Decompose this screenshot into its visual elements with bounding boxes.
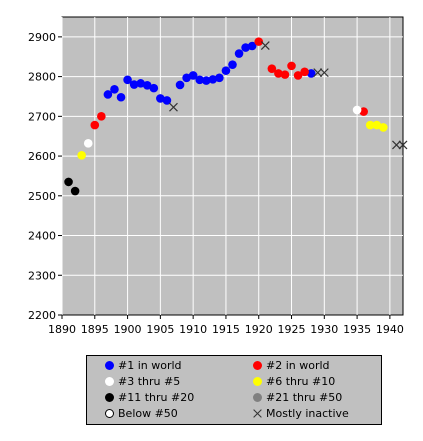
x-tick-label: 1915 <box>212 323 240 336</box>
data-point <box>90 120 100 130</box>
x-tick-label: 1920 <box>245 323 273 336</box>
blue-dot-icon <box>105 361 114 370</box>
data-point <box>234 49 244 58</box>
data-point <box>215 73 224 83</box>
legend-entry-rank-6-10: #6 thru #10 <box>253 374 335 390</box>
x-tick-label: 1900 <box>114 323 142 336</box>
data-point <box>142 81 152 90</box>
x-tick-label: 1905 <box>146 323 174 336</box>
data-point <box>287 61 296 71</box>
legend-entry-rank-3-5: #3 thru #5 <box>105 374 180 390</box>
data-point <box>228 60 237 69</box>
data-point-cross <box>392 140 401 150</box>
yellow-dot-icon <box>253 377 262 386</box>
x-tick-label: 1890 <box>48 323 76 336</box>
data-point <box>156 94 165 103</box>
red-dot-icon <box>253 361 262 370</box>
data-point <box>116 92 126 102</box>
cross-icon <box>253 409 262 418</box>
data-point <box>83 139 93 148</box>
data-point <box>280 70 290 79</box>
data-point <box>306 69 316 78</box>
data-point <box>201 76 211 85</box>
data-point <box>175 80 185 90</box>
x-tick-label: 1910 <box>179 323 207 336</box>
y-tick-label: 2300 <box>28 269 56 282</box>
data-point-cross <box>319 68 329 78</box>
x-tick-label: 1940 <box>376 323 404 336</box>
data-point <box>129 80 139 89</box>
x-tick-label: 1895 <box>81 323 109 336</box>
data-point <box>195 75 205 85</box>
y-tick-label: 2800 <box>28 71 56 84</box>
data-point <box>162 96 172 105</box>
legend-entry-inactive: Mostly inactive <box>253 406 349 422</box>
gray-dot-icon <box>253 393 262 402</box>
legend-label: #1 in world <box>118 359 182 372</box>
data-point <box>352 105 362 115</box>
y-tick-label: 2400 <box>28 230 56 243</box>
data-point <box>274 69 283 78</box>
y-tick-label: 2600 <box>28 150 56 163</box>
data-point <box>64 177 73 187</box>
data-point <box>149 83 159 93</box>
legend-entry-rank-1: #1 in world <box>105 358 182 374</box>
legend-entry-rank-11-20: #11 thru #20 <box>105 390 194 406</box>
x-tick-label: 1925 <box>278 323 306 336</box>
legend-entry-rank-21-50: #21 thru #50 <box>253 390 342 406</box>
legend-label: #6 thru #10 <box>266 375 336 388</box>
data-point <box>293 71 303 80</box>
x-tick-label: 1935 <box>343 323 371 336</box>
data-point <box>123 75 132 85</box>
black-dot-icon <box>105 393 114 402</box>
data-points <box>64 37 408 196</box>
legend-label: #3 thru #5 <box>118 375 181 388</box>
y-tick-label: 2200 <box>28 309 56 322</box>
y-tick-label: 2500 <box>28 190 56 203</box>
data-point-cross <box>398 140 408 150</box>
rating-chart: 1890 1895 1900 1905 1910 1915 1920 1925 1930 1935… <box>28 16 408 336</box>
data-point <box>77 150 86 160</box>
data-point <box>110 85 119 94</box>
white-dot-icon <box>105 377 114 386</box>
data-point <box>300 67 309 77</box>
data-point <box>182 73 191 83</box>
legend-entry-rank-2: #2 in world <box>253 358 330 374</box>
ring-icon <box>105 409 114 418</box>
data-point-cross <box>169 102 178 112</box>
data-point <box>247 41 257 51</box>
data-point <box>97 112 106 121</box>
y-axis-ticks: 2200 2300 2400 2500 2600 2700 2800 2900 <box>28 31 62 322</box>
gridlines <box>61 17 403 315</box>
data-point-cross <box>313 68 323 78</box>
data-point <box>365 120 375 130</box>
data-point <box>359 107 368 116</box>
data-point <box>221 66 231 75</box>
legend-label: Below #50 <box>118 407 178 420</box>
data-point <box>103 90 113 99</box>
legend-label: #21 thru #50 <box>266 391 343 404</box>
legend-label: Mostly inactive <box>266 407 349 420</box>
data-point <box>372 120 382 130</box>
legend-label: #11 thru #20 <box>118 391 195 404</box>
data-point <box>254 37 264 46</box>
legend-label: #2 in world <box>266 359 330 372</box>
data-point <box>208 75 218 84</box>
legend: #1 in world #2 in world #3 thru #5 #6 th… <box>86 355 382 425</box>
y-tick-label: 2900 <box>28 31 56 44</box>
data-point <box>136 79 145 88</box>
x-tick-label: 1930 <box>310 323 338 336</box>
data-point <box>241 43 250 52</box>
data-point <box>267 64 277 73</box>
y-tick-label: 2700 <box>28 110 56 123</box>
data-point <box>379 123 388 132</box>
x-axis-ticks: 1890 1895 1900 1905 1910 1915 1920 1925 1930 1935… <box>48 315 404 336</box>
data-point-cross <box>260 41 270 51</box>
data-point <box>70 186 80 196</box>
legend-entry-below-50: Below #50 <box>105 406 178 422</box>
data-point <box>188 71 198 80</box>
